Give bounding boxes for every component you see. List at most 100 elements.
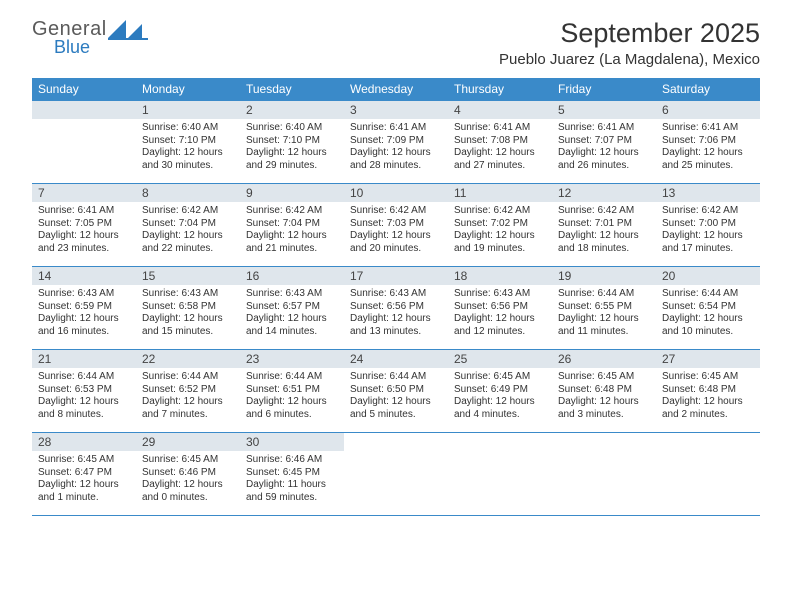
day-cell: 19Sunrise: 6:44 AMSunset: 6:55 PMDayligh… bbox=[552, 267, 656, 349]
day-cell: 16Sunrise: 6:43 AMSunset: 6:57 PMDayligh… bbox=[240, 267, 344, 349]
day-content: Sunrise: 6:42 AMSunset: 7:03 PMDaylight:… bbox=[344, 202, 448, 259]
day-cell: 29Sunrise: 6:45 AMSunset: 6:46 PMDayligh… bbox=[136, 433, 240, 515]
day-number: 26 bbox=[552, 350, 656, 368]
day-cell: 7Sunrise: 6:41 AMSunset: 7:05 PMDaylight… bbox=[32, 184, 136, 266]
day-cell: 17Sunrise: 6:43 AMSunset: 6:56 PMDayligh… bbox=[344, 267, 448, 349]
day-cell: 10Sunrise: 6:42 AMSunset: 7:03 PMDayligh… bbox=[344, 184, 448, 266]
day-content: Sunrise: 6:41 AMSunset: 7:05 PMDaylight:… bbox=[32, 202, 136, 259]
day-cell: 6Sunrise: 6:41 AMSunset: 7:06 PMDaylight… bbox=[656, 101, 760, 183]
day-number: 29 bbox=[136, 433, 240, 451]
day-content: Sunrise: 6:44 AMSunset: 6:53 PMDaylight:… bbox=[32, 368, 136, 425]
day-cell: 26Sunrise: 6:45 AMSunset: 6:48 PMDayligh… bbox=[552, 350, 656, 432]
day-cell: 22Sunrise: 6:44 AMSunset: 6:52 PMDayligh… bbox=[136, 350, 240, 432]
day-number: 19 bbox=[552, 267, 656, 285]
day-cell: 20Sunrise: 6:44 AMSunset: 6:54 PMDayligh… bbox=[656, 267, 760, 349]
day-content: Sunrise: 6:41 AMSunset: 7:08 PMDaylight:… bbox=[448, 119, 552, 176]
calendar: SundayMondayTuesdayWednesdayThursdayFrid… bbox=[32, 78, 760, 516]
day-content: Sunrise: 6:46 AMSunset: 6:45 PMDaylight:… bbox=[240, 451, 344, 508]
day-cell: 25Sunrise: 6:45 AMSunset: 6:49 PMDayligh… bbox=[448, 350, 552, 432]
day-header-row: SundayMondayTuesdayWednesdayThursdayFrid… bbox=[32, 78, 760, 100]
day-header-friday: Friday bbox=[552, 78, 656, 100]
day-number: 25 bbox=[448, 350, 552, 368]
header: General Blue September 2025 Pueblo Juare… bbox=[0, 0, 792, 72]
day-number: 9 bbox=[240, 184, 344, 202]
day-cell: 2Sunrise: 6:40 AMSunset: 7:10 PMDaylight… bbox=[240, 101, 344, 183]
empty-day-cell bbox=[552, 433, 656, 515]
day-cell: 9Sunrise: 6:42 AMSunset: 7:04 PMDaylight… bbox=[240, 184, 344, 266]
day-number: 21 bbox=[32, 350, 136, 368]
day-number: 13 bbox=[656, 184, 760, 202]
day-number: 22 bbox=[136, 350, 240, 368]
day-number: 10 bbox=[344, 184, 448, 202]
day-number: 11 bbox=[448, 184, 552, 202]
empty-day-cell bbox=[448, 433, 552, 515]
day-content: Sunrise: 6:45 AMSunset: 6:46 PMDaylight:… bbox=[136, 451, 240, 508]
day-cell: 23Sunrise: 6:44 AMSunset: 6:51 PMDayligh… bbox=[240, 350, 344, 432]
empty-day-bar bbox=[32, 101, 136, 119]
day-number: 3 bbox=[344, 101, 448, 119]
empty-day-cell bbox=[656, 433, 760, 515]
day-number: 15 bbox=[136, 267, 240, 285]
empty-day-cell bbox=[344, 433, 448, 515]
day-cell: 5Sunrise: 6:41 AMSunset: 7:07 PMDaylight… bbox=[552, 101, 656, 183]
day-number: 8 bbox=[136, 184, 240, 202]
day-content: Sunrise: 6:42 AMSunset: 7:04 PMDaylight:… bbox=[240, 202, 344, 259]
location-subtitle: Pueblo Juarez (La Magdalena), Mexico bbox=[499, 51, 760, 68]
week-row: 14Sunrise: 6:43 AMSunset: 6:59 PMDayligh… bbox=[32, 266, 760, 349]
day-header-thursday: Thursday bbox=[448, 78, 552, 100]
day-content: Sunrise: 6:44 AMSunset: 6:55 PMDaylight:… bbox=[552, 285, 656, 342]
week-row: 1Sunrise: 6:40 AMSunset: 7:10 PMDaylight… bbox=[32, 100, 760, 183]
day-content: Sunrise: 6:44 AMSunset: 6:54 PMDaylight:… bbox=[656, 285, 760, 342]
day-content: Sunrise: 6:45 AMSunset: 6:47 PMDaylight:… bbox=[32, 451, 136, 508]
empty-day-cell bbox=[32, 101, 136, 183]
weeks-container: 1Sunrise: 6:40 AMSunset: 7:10 PMDaylight… bbox=[32, 100, 760, 516]
day-number: 28 bbox=[32, 433, 136, 451]
day-content: Sunrise: 6:45 AMSunset: 6:49 PMDaylight:… bbox=[448, 368, 552, 425]
day-content: Sunrise: 6:42 AMSunset: 7:02 PMDaylight:… bbox=[448, 202, 552, 259]
day-cell: 27Sunrise: 6:45 AMSunset: 6:48 PMDayligh… bbox=[656, 350, 760, 432]
day-cell: 24Sunrise: 6:44 AMSunset: 6:50 PMDayligh… bbox=[344, 350, 448, 432]
day-number: 14 bbox=[32, 267, 136, 285]
day-cell: 15Sunrise: 6:43 AMSunset: 6:58 PMDayligh… bbox=[136, 267, 240, 349]
day-number: 12 bbox=[552, 184, 656, 202]
day-cell: 21Sunrise: 6:44 AMSunset: 6:53 PMDayligh… bbox=[32, 350, 136, 432]
day-content: Sunrise: 6:43 AMSunset: 6:59 PMDaylight:… bbox=[32, 285, 136, 342]
day-content: Sunrise: 6:44 AMSunset: 6:50 PMDaylight:… bbox=[344, 368, 448, 425]
day-content: Sunrise: 6:43 AMSunset: 6:56 PMDaylight:… bbox=[344, 285, 448, 342]
day-cell: 3Sunrise: 6:41 AMSunset: 7:09 PMDaylight… bbox=[344, 101, 448, 183]
day-content: Sunrise: 6:40 AMSunset: 7:10 PMDaylight:… bbox=[136, 119, 240, 176]
day-cell: 18Sunrise: 6:43 AMSunset: 6:56 PMDayligh… bbox=[448, 267, 552, 349]
day-header-wednesday: Wednesday bbox=[344, 78, 448, 100]
day-cell: 4Sunrise: 6:41 AMSunset: 7:08 PMDaylight… bbox=[448, 101, 552, 183]
day-number: 27 bbox=[656, 350, 760, 368]
sail-icon bbox=[108, 20, 150, 45]
day-cell: 1Sunrise: 6:40 AMSunset: 7:10 PMDaylight… bbox=[136, 101, 240, 183]
day-number: 5 bbox=[552, 101, 656, 119]
day-number: 6 bbox=[656, 101, 760, 119]
day-content: Sunrise: 6:43 AMSunset: 6:56 PMDaylight:… bbox=[448, 285, 552, 342]
day-header-tuesday: Tuesday bbox=[240, 78, 344, 100]
day-cell: 11Sunrise: 6:42 AMSunset: 7:02 PMDayligh… bbox=[448, 184, 552, 266]
day-header-sunday: Sunday bbox=[32, 78, 136, 100]
day-number: 18 bbox=[448, 267, 552, 285]
day-cell: 12Sunrise: 6:42 AMSunset: 7:01 PMDayligh… bbox=[552, 184, 656, 266]
week-row: 21Sunrise: 6:44 AMSunset: 6:53 PMDayligh… bbox=[32, 349, 760, 432]
day-number: 20 bbox=[656, 267, 760, 285]
day-number: 4 bbox=[448, 101, 552, 119]
day-cell: 14Sunrise: 6:43 AMSunset: 6:59 PMDayligh… bbox=[32, 267, 136, 349]
day-number: 1 bbox=[136, 101, 240, 119]
day-content: Sunrise: 6:44 AMSunset: 6:51 PMDaylight:… bbox=[240, 368, 344, 425]
day-content: Sunrise: 6:45 AMSunset: 6:48 PMDaylight:… bbox=[552, 368, 656, 425]
day-content: Sunrise: 6:42 AMSunset: 7:01 PMDaylight:… bbox=[552, 202, 656, 259]
day-content: Sunrise: 6:41 AMSunset: 7:09 PMDaylight:… bbox=[344, 119, 448, 176]
week-row: 28Sunrise: 6:45 AMSunset: 6:47 PMDayligh… bbox=[32, 432, 760, 516]
day-content: Sunrise: 6:40 AMSunset: 7:10 PMDaylight:… bbox=[240, 119, 344, 176]
day-number: 17 bbox=[344, 267, 448, 285]
day-content: Sunrise: 6:41 AMSunset: 7:06 PMDaylight:… bbox=[656, 119, 760, 176]
day-header-saturday: Saturday bbox=[656, 78, 760, 100]
month-title: September 2025 bbox=[499, 18, 760, 49]
day-header-monday: Monday bbox=[136, 78, 240, 100]
day-number: 24 bbox=[344, 350, 448, 368]
day-content: Sunrise: 6:43 AMSunset: 6:58 PMDaylight:… bbox=[136, 285, 240, 342]
day-cell: 13Sunrise: 6:42 AMSunset: 7:00 PMDayligh… bbox=[656, 184, 760, 266]
